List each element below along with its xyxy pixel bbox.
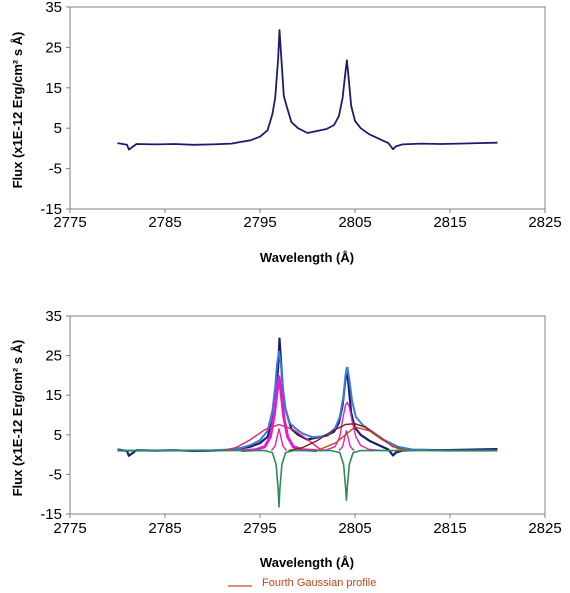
plot-area xyxy=(69,6,546,210)
x-axis-title: Wavelength (Å) xyxy=(260,250,354,265)
x-tick-label: 2785 xyxy=(148,520,181,537)
series-line-0 xyxy=(117,29,498,151)
y-tick-label: -15 xyxy=(40,506,62,523)
series-line-4 xyxy=(312,401,384,452)
y-tick-label: -5 xyxy=(49,161,62,178)
x-tick-label: 2815 xyxy=(433,520,466,537)
x-tick-label: 2795 xyxy=(243,520,276,537)
plot-area xyxy=(69,315,546,515)
x-tick-label: 2805 xyxy=(338,520,371,537)
axes: 2775 2785 2795 2805 2815 2825 35 25 15 5 -5 -15 xyxy=(40,0,561,231)
y-tick-label: 15 xyxy=(45,80,62,97)
y-tick-label: 25 xyxy=(45,348,62,365)
x-tick-label: 2815 xyxy=(433,214,466,231)
y-tick-label: 5 xyxy=(54,427,62,444)
x-axis-title: Wavelength (Å) xyxy=(260,555,354,570)
legend: Fourth Gaussian profile xyxy=(228,577,376,589)
x-tick-label: 2825 xyxy=(528,214,561,231)
x-tick-label: 2785 xyxy=(148,214,181,231)
series-group xyxy=(117,337,498,508)
legend-label: Fourth Gaussian profile xyxy=(262,577,376,589)
series-line-8 xyxy=(316,426,413,452)
y-axis-title: Flux (x1E-12 Erg/cm² s Å) xyxy=(10,340,25,497)
chart-2: 2775 2785 2795 2805 2815 2825 35 25 15 5 -5 -15 Wav… xyxy=(10,308,562,570)
chart-1: 2775 2785 2795 2805 2815 2825 35 25 15 5 -5 -15 Wav… xyxy=(10,0,562,265)
series-line-6 xyxy=(221,423,323,452)
y-tick-label: 35 xyxy=(45,308,62,325)
x-tick-label: 2805 xyxy=(338,214,371,231)
x-tick-label: 2775 xyxy=(53,520,86,537)
series-line-5 xyxy=(338,430,355,452)
y-tick-label: 35 xyxy=(45,0,62,16)
y-tick-label: 15 xyxy=(45,387,62,404)
series-group xyxy=(117,29,498,151)
series-line-9 xyxy=(117,449,498,508)
x-tick-label: 2775 xyxy=(53,214,86,231)
x-tick-label: 2825 xyxy=(528,520,561,537)
y-tick-label: -15 xyxy=(40,201,62,218)
series-line-3 xyxy=(270,428,288,452)
y-tick-label: 5 xyxy=(54,120,62,137)
x-tick-label: 2795 xyxy=(243,214,276,231)
series-line-2 xyxy=(240,375,318,453)
y-tick-label: -5 xyxy=(49,466,62,483)
y-tick-label: 25 xyxy=(45,39,62,56)
axes: 2775 2785 2795 2805 2815 2825 35 25 15 5 -5 -15 xyxy=(40,308,561,537)
y-axis-title: Flux (x1E-12 Erg/cm² s Å) xyxy=(10,32,25,189)
